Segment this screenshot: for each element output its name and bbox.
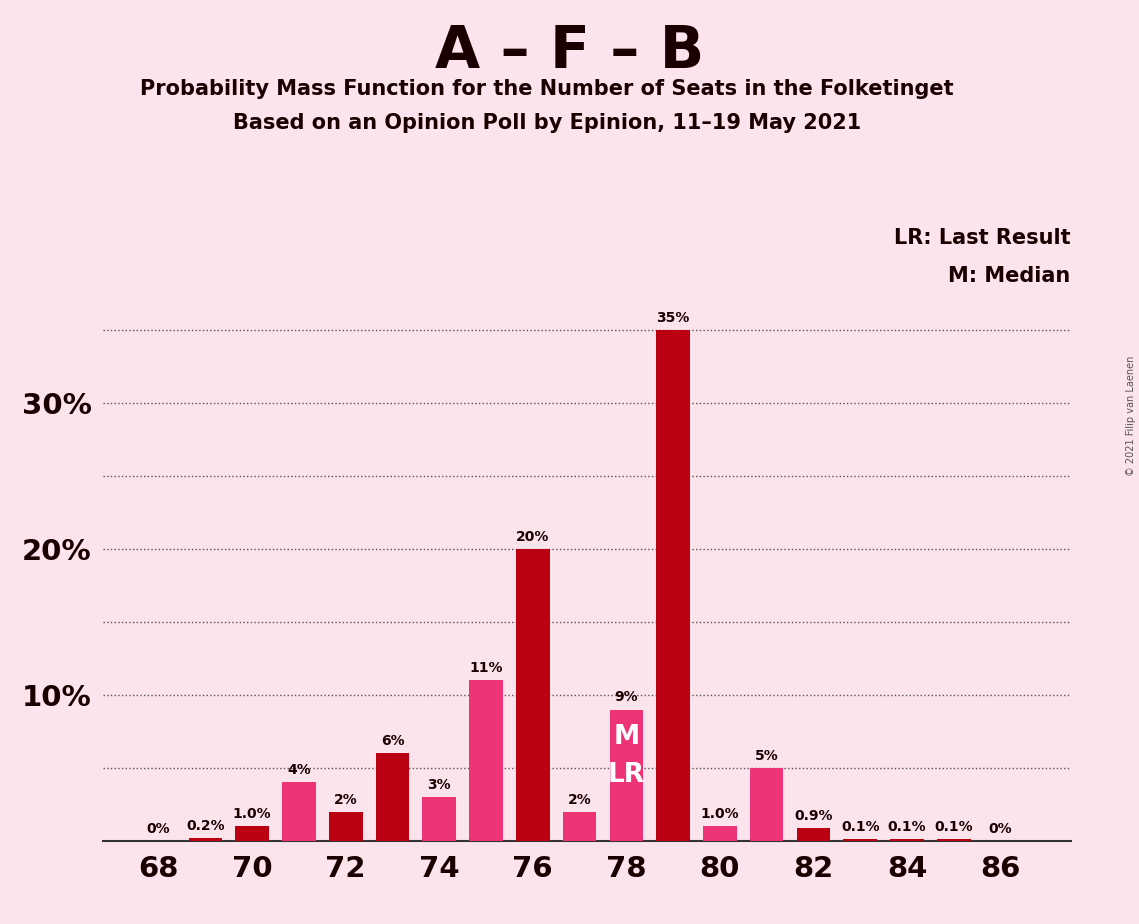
Bar bbox=[890, 839, 924, 841]
Bar bbox=[516, 549, 550, 841]
Text: LR: Last Result: LR: Last Result bbox=[894, 227, 1071, 248]
Bar bbox=[796, 828, 830, 841]
Bar bbox=[282, 783, 316, 841]
Bar bbox=[189, 838, 222, 841]
Text: 0.9%: 0.9% bbox=[794, 808, 833, 822]
Text: M: M bbox=[613, 724, 639, 750]
Bar bbox=[329, 811, 362, 841]
Bar bbox=[236, 826, 269, 841]
Text: 2%: 2% bbox=[567, 793, 591, 807]
Bar bbox=[703, 826, 737, 841]
Text: 11%: 11% bbox=[469, 662, 502, 675]
Text: Based on an Opinion Poll by Epinion, 11–19 May 2021: Based on an Opinion Poll by Epinion, 11–… bbox=[232, 113, 861, 133]
Text: © 2021 Filip van Laenen: © 2021 Filip van Laenen bbox=[1126, 356, 1136, 476]
Text: A – F – B: A – F – B bbox=[435, 23, 704, 80]
Text: M: Median: M: Median bbox=[949, 266, 1071, 286]
Text: 1.0%: 1.0% bbox=[232, 808, 271, 821]
Bar bbox=[843, 839, 877, 841]
Text: 35%: 35% bbox=[656, 311, 690, 325]
Text: LR: LR bbox=[608, 762, 645, 788]
Bar bbox=[423, 797, 456, 841]
Text: 6%: 6% bbox=[380, 735, 404, 748]
Text: 0%: 0% bbox=[147, 821, 171, 835]
Bar bbox=[609, 710, 644, 841]
Text: 0%: 0% bbox=[989, 821, 1013, 835]
Text: 0.1%: 0.1% bbox=[887, 821, 926, 834]
Text: 3%: 3% bbox=[427, 778, 451, 792]
Bar bbox=[937, 839, 970, 841]
Text: 9%: 9% bbox=[615, 690, 638, 704]
Bar bbox=[376, 753, 409, 841]
Text: 0.1%: 0.1% bbox=[934, 821, 973, 834]
Text: 20%: 20% bbox=[516, 530, 549, 544]
Bar bbox=[656, 330, 690, 841]
Bar bbox=[563, 811, 597, 841]
Text: 1.0%: 1.0% bbox=[700, 808, 739, 821]
Text: 0.1%: 0.1% bbox=[841, 821, 879, 834]
Text: 4%: 4% bbox=[287, 763, 311, 777]
Text: 0.2%: 0.2% bbox=[186, 819, 224, 833]
Text: Probability Mass Function for the Number of Seats in the Folketinget: Probability Mass Function for the Number… bbox=[140, 79, 953, 99]
Text: 5%: 5% bbox=[755, 748, 779, 763]
Text: 2%: 2% bbox=[334, 793, 358, 807]
Bar bbox=[749, 768, 784, 841]
Bar bbox=[469, 680, 502, 841]
